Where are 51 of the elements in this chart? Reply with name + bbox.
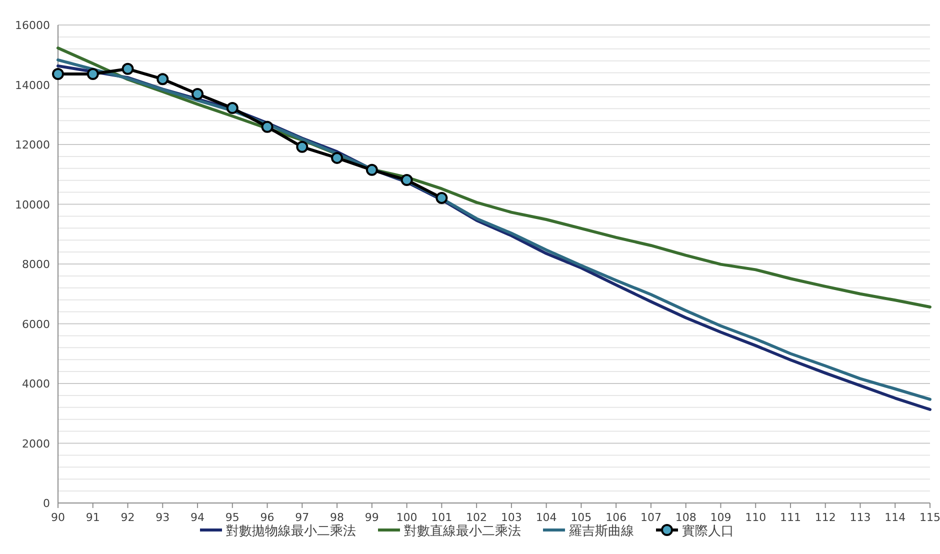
point (400, 174, 413, 186)
y-tick-label: 0 (43, 497, 50, 510)
legend-label: 羅吉斯曲線 (569, 524, 634, 539)
x-tick-label: 112 (814, 511, 836, 524)
y-tick-label: 2000 (22, 437, 50, 450)
y-tick-label: 6000 (22, 318, 50, 331)
x-tick-label: 106 (606, 511, 627, 524)
x-tick-label: 114 (884, 511, 906, 524)
x-tick-label: 102 (466, 511, 488, 524)
x-tick-label: 104 (536, 511, 557, 524)
legend-label: 對數拋物線最小二乘法 (226, 524, 356, 539)
x-tick-label: 94 (190, 511, 205, 524)
point (261, 120, 274, 133)
point (52, 68, 64, 80)
x-tick-label: 108 (675, 511, 696, 524)
y-tick-label: 8000 (22, 258, 50, 271)
x-tick-label: 98 (330, 511, 344, 524)
legend-label: 實際人口 (682, 524, 734, 539)
legend-label: 對數直線最小二乘法 (404, 524, 521, 539)
x-tick-label: 93 (156, 511, 170, 524)
x-tick-label: 103 (500, 511, 522, 524)
x-tick-label: 111 (780, 511, 801, 524)
y-tick-label: 4000 (22, 378, 50, 390)
y-tick-label: 12000 (15, 138, 50, 152)
x-tick-label: 109 (710, 511, 732, 524)
x-tick-label: 107 (640, 511, 662, 524)
point (86, 68, 99, 80)
x-tick-label: 105 (570, 511, 592, 524)
x-tick-label: 90 (51, 511, 65, 524)
point (122, 62, 134, 75)
x-tick-label: 101 (431, 511, 452, 524)
point (366, 164, 378, 176)
point (156, 73, 169, 86)
point (226, 102, 238, 114)
point (331, 152, 344, 164)
x-tick-label: 99 (364, 511, 379, 524)
y-tick-label: 14000 (15, 78, 50, 92)
x-tick-label: 110 (745, 511, 766, 524)
x-tick-label: 92 (120, 511, 135, 524)
x-tick-label: 96 (260, 511, 274, 524)
x-tick-label: 97 (295, 511, 310, 524)
point (436, 192, 448, 204)
x-tick-label: 113 (850, 511, 871, 524)
x-tick-label: 115 (920, 511, 940, 524)
y-tick-label: 10000 (15, 198, 50, 212)
x-tick-label: 95 (225, 511, 240, 524)
point (296, 140, 308, 153)
x-tick-label: 91 (86, 511, 100, 524)
y-tick-label: 16000 (15, 19, 50, 32)
x-tick-label: 100 (396, 511, 418, 524)
point (192, 88, 204, 100)
